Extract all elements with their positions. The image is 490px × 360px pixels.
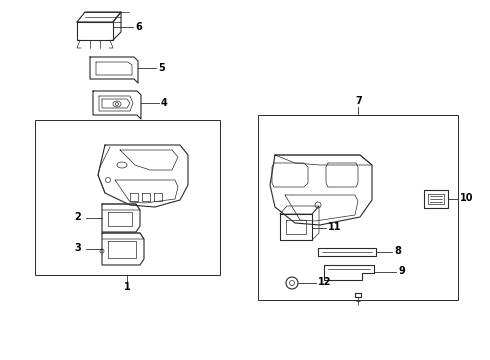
Bar (258, 115, 458, 300)
Text: 5: 5 (158, 63, 165, 73)
Text: 6: 6 (135, 22, 142, 32)
Bar (35, 120, 220, 275)
Text: 3: 3 (74, 243, 81, 253)
Text: 8: 8 (394, 246, 401, 256)
Text: 1: 1 (124, 282, 131, 292)
Text: 10: 10 (460, 193, 473, 203)
Text: 12: 12 (318, 277, 332, 287)
Text: 2: 2 (74, 212, 81, 222)
Text: 9: 9 (398, 266, 405, 276)
Text: 4: 4 (161, 98, 168, 108)
Text: 7: 7 (355, 96, 362, 106)
Text: 11: 11 (328, 222, 342, 232)
